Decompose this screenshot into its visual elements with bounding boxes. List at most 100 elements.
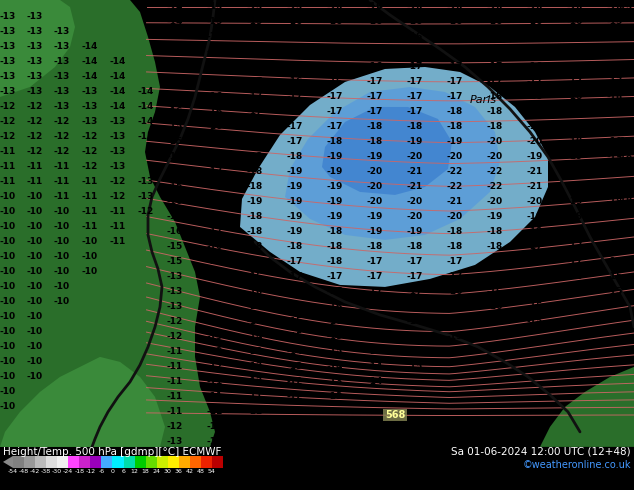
- Text: -16: -16: [287, 32, 303, 42]
- Text: -13: -13: [167, 302, 183, 312]
- Text: -18: -18: [327, 243, 343, 251]
- Bar: [179, 456, 190, 468]
- Text: -19: -19: [287, 182, 303, 192]
- Text: -13: -13: [0, 88, 16, 97]
- Text: -19: -19: [487, 213, 503, 221]
- Text: -15: -15: [407, 347, 423, 356]
- Text: -18: -18: [327, 227, 343, 237]
- Text: -15: -15: [447, 332, 463, 342]
- Text: -15: -15: [167, 257, 183, 267]
- Text: -17: -17: [207, 168, 223, 176]
- Text: -13: -13: [27, 13, 43, 22]
- Text: -16: -16: [327, 63, 343, 72]
- Text: -17: -17: [327, 288, 343, 296]
- Text: -19: -19: [327, 213, 343, 221]
- Text: -15: -15: [567, 288, 583, 296]
- Text: -16: -16: [327, 18, 343, 26]
- Text: -17: -17: [247, 107, 263, 117]
- Text: -15: -15: [207, 288, 223, 296]
- Text: -20: -20: [567, 168, 583, 176]
- Text: -17: -17: [407, 93, 423, 101]
- Text: -12: -12: [247, 422, 263, 431]
- Text: -10: -10: [54, 207, 70, 217]
- Text: -15: -15: [207, 32, 223, 42]
- Text: -15: -15: [167, 168, 183, 176]
- Bar: [157, 456, 168, 468]
- Text: -54: -54: [8, 469, 18, 474]
- Text: -18: -18: [287, 243, 303, 251]
- Text: -10: -10: [27, 222, 43, 231]
- Text: -18: -18: [607, 93, 623, 101]
- Text: -20: -20: [367, 197, 383, 206]
- Text: -20: -20: [447, 213, 463, 221]
- Text: -17: -17: [327, 122, 343, 131]
- Text: -10: -10: [27, 238, 43, 246]
- Text: -18: -18: [567, 213, 583, 221]
- Text: -20: -20: [527, 197, 543, 206]
- Text: -15: -15: [167, 243, 183, 251]
- Text: -13: -13: [110, 132, 126, 142]
- Text: -13: -13: [167, 438, 183, 446]
- Text: -6: -6: [98, 469, 105, 474]
- Text: -21: -21: [447, 197, 463, 206]
- Text: -12: -12: [207, 363, 223, 371]
- Text: -18: -18: [487, 93, 503, 101]
- Text: -18: -18: [447, 243, 463, 251]
- Text: -18: -18: [607, 107, 623, 117]
- Text: -14: -14: [138, 102, 154, 111]
- Text: -11: -11: [82, 193, 98, 201]
- Text: -13: -13: [167, 288, 183, 296]
- Text: -13: -13: [82, 118, 98, 126]
- Text: -14: -14: [138, 118, 154, 126]
- Bar: [57, 456, 68, 468]
- Text: -18: -18: [447, 107, 463, 117]
- Text: -14: -14: [367, 377, 383, 387]
- Text: -16: -16: [527, 288, 543, 296]
- Text: -11: -11: [207, 392, 223, 401]
- Text: -16: -16: [487, 288, 503, 296]
- Text: ©weatheronline.co.uk: ©weatheronline.co.uk: [522, 460, 631, 470]
- Text: -16: -16: [487, 18, 503, 26]
- Text: -13: -13: [27, 88, 43, 97]
- Bar: [46, 456, 57, 468]
- Polygon shape: [240, 67, 548, 287]
- Text: -18: -18: [247, 152, 263, 162]
- Text: -13: -13: [54, 57, 70, 67]
- Text: -13: -13: [27, 73, 43, 81]
- Text: -17: -17: [567, 77, 583, 86]
- Text: -16: -16: [287, 18, 303, 26]
- Text: -16: -16: [247, 48, 263, 56]
- Text: -16: -16: [487, 32, 503, 42]
- Text: -14: -14: [82, 73, 98, 81]
- Text: -12: -12: [110, 193, 126, 201]
- Text: -20: -20: [407, 197, 423, 206]
- Text: -20: -20: [487, 138, 503, 147]
- Text: -19: -19: [287, 197, 303, 206]
- Text: -24: -24: [63, 469, 74, 474]
- Text: -11: -11: [82, 207, 98, 217]
- Text: -16: -16: [527, 272, 543, 281]
- Text: -18: -18: [607, 182, 623, 192]
- Text: -12: -12: [54, 147, 70, 156]
- Text: -18: -18: [327, 257, 343, 267]
- Text: -11: -11: [0, 177, 16, 187]
- Text: -10: -10: [82, 268, 98, 276]
- Text: -10: -10: [0, 268, 16, 276]
- Text: -17: -17: [447, 272, 463, 281]
- Text: -18: -18: [247, 182, 263, 192]
- Text: -15: -15: [367, 347, 383, 356]
- Text: -10: -10: [0, 343, 16, 351]
- Text: -19: -19: [407, 227, 423, 237]
- Text: -15: -15: [607, 288, 623, 296]
- Text: 48: 48: [197, 469, 205, 474]
- Text: -10: -10: [27, 327, 43, 337]
- Text: -16: -16: [167, 227, 183, 237]
- Text: -17: -17: [287, 257, 303, 267]
- Text: -17: -17: [367, 107, 383, 117]
- Text: -12: -12: [0, 118, 16, 126]
- Text: -17: -17: [367, 302, 383, 312]
- Text: -13: -13: [138, 193, 154, 201]
- Text: -15: -15: [527, 302, 543, 312]
- Text: -11: -11: [167, 392, 183, 401]
- Text: -16: -16: [327, 302, 343, 312]
